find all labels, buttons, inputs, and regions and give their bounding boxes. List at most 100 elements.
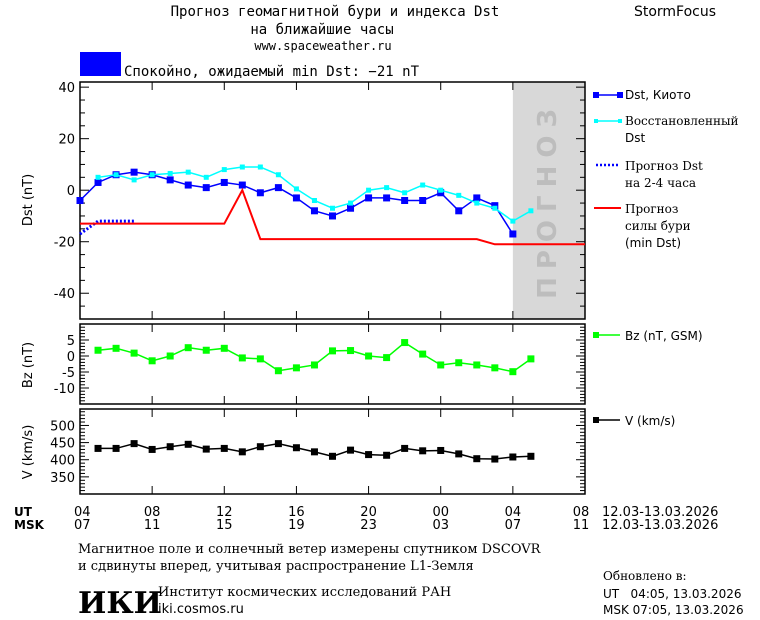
bz-axis-label: Bz (nT) [21,342,36,388]
data-point [527,355,535,363]
y-tick-label: 450 [50,437,75,452]
institute-url[interactable]: iki.cosmos.ru [158,602,244,617]
data-point [166,176,174,184]
data-point [148,445,156,453]
ut-tick-label: 20 [360,505,377,520]
legend-dst-kyoto-marker [593,92,599,98]
y-tick-label: 40 [58,81,75,96]
msk-tick-label: 07 [74,518,91,533]
data-point [149,172,155,178]
legend-dst-kyoto: Dst, Киото [625,88,691,102]
msk-tick-label: 19 [288,518,305,533]
data-point [184,440,192,448]
data-point [438,187,444,193]
data-point [492,205,498,211]
data-point [474,200,480,206]
bz-chart: 50-5-10 [54,323,586,405]
v-chart: 500 450 400 350 [50,408,586,495]
series-line [80,187,585,246]
data-point [437,189,445,197]
brand-name: StormFocus [634,4,716,20]
data-point [185,169,191,175]
data-point [275,172,281,178]
data-point [238,181,246,189]
msk-tick-label: 07 [505,518,522,533]
data-point [184,344,192,352]
legend-bz: Bz (nT, GSM) [625,329,703,343]
y-tick-label: 0 [67,350,75,365]
ut-date-range: 12.03-13.03.2026 [602,505,718,520]
data-point [455,207,463,215]
data-point [473,194,481,202]
footer-note-2: и сдвинуты вперед, учитывая распростране… [78,559,474,574]
dst-axis-label: Dst (nT) [21,174,36,226]
data-point [94,444,102,452]
data-point [509,230,517,238]
data-point [274,184,282,192]
data-point [491,455,499,463]
data-point [455,450,463,458]
plot-frame [79,81,586,320]
data-point [94,178,102,186]
forecast-watermark: ПРОГНОЗ [533,101,563,299]
data-point [167,170,173,176]
data-point [274,367,282,375]
data-point [292,194,300,202]
data-point [347,446,355,454]
data-point [220,444,228,452]
data-point [473,455,481,463]
legend-dst-forecast-2: на 2-4 часа [625,176,696,190]
data-point [292,444,300,452]
data-point [419,350,427,358]
msk-tick-label: 11 [144,518,161,533]
data-point [148,357,156,365]
updated-ut: UT 04:05, 13.03.2026 [603,587,741,601]
data-point [184,181,192,189]
ut-tick-label: 04 [505,505,522,520]
data-point [112,344,120,352]
ut-tick-label: 08 [144,505,161,520]
data-point [437,446,445,454]
status-text: Спокойно, ожидаемый min Dst: −21 nT [124,64,420,80]
data-point [310,207,318,215]
plot-frame [79,408,586,495]
dst-chart: 40 20 0 -20 -40 ПРОГНОЗ [54,81,586,320]
updated-label: Обновлено в: [603,569,687,583]
msk-tick-label: 23 [360,518,377,533]
msk-tick-label: 11 [573,518,590,533]
y-tick-label: -10 [54,382,75,397]
institute-name: Институт космических исследований РАН [158,585,451,600]
data-point [256,189,264,197]
data-point [202,445,210,453]
data-point [130,349,138,357]
legend-bz-marker [593,332,599,338]
legend-storm-2: силы бури [625,219,691,233]
data-point [131,177,137,183]
msk-tick-label: 15 [216,518,233,533]
msk-label: MSK [14,518,45,532]
data-point [401,444,409,452]
legend-dst-restored-2: Dst [625,131,645,145]
msk-tick-label: 03 [432,518,449,533]
ut-tick-label: 04 [74,505,91,520]
data-point [348,200,354,206]
data-point [257,164,263,170]
data-point [292,364,300,372]
data-point [401,197,409,204]
legend-v: V (km/s) [625,414,675,428]
data-point [76,197,84,204]
data-point [238,448,246,456]
data-point [491,364,499,372]
data-point [293,186,299,192]
y-tick-label: 350 [50,471,75,486]
legend-storm: Прогноз [625,202,678,216]
forecast-region [512,82,585,319]
site-url[interactable]: www.spaceweather.ru [254,39,391,53]
updated-msk: MSK 07:05, 13.03.2026 [603,603,744,617]
status-color-swatch [80,52,121,76]
series-line [79,171,514,235]
data-point [510,218,516,224]
data-point [347,347,355,355]
footer-note-1: Магнитное поле и солнечный ветер измерен… [78,542,542,557]
